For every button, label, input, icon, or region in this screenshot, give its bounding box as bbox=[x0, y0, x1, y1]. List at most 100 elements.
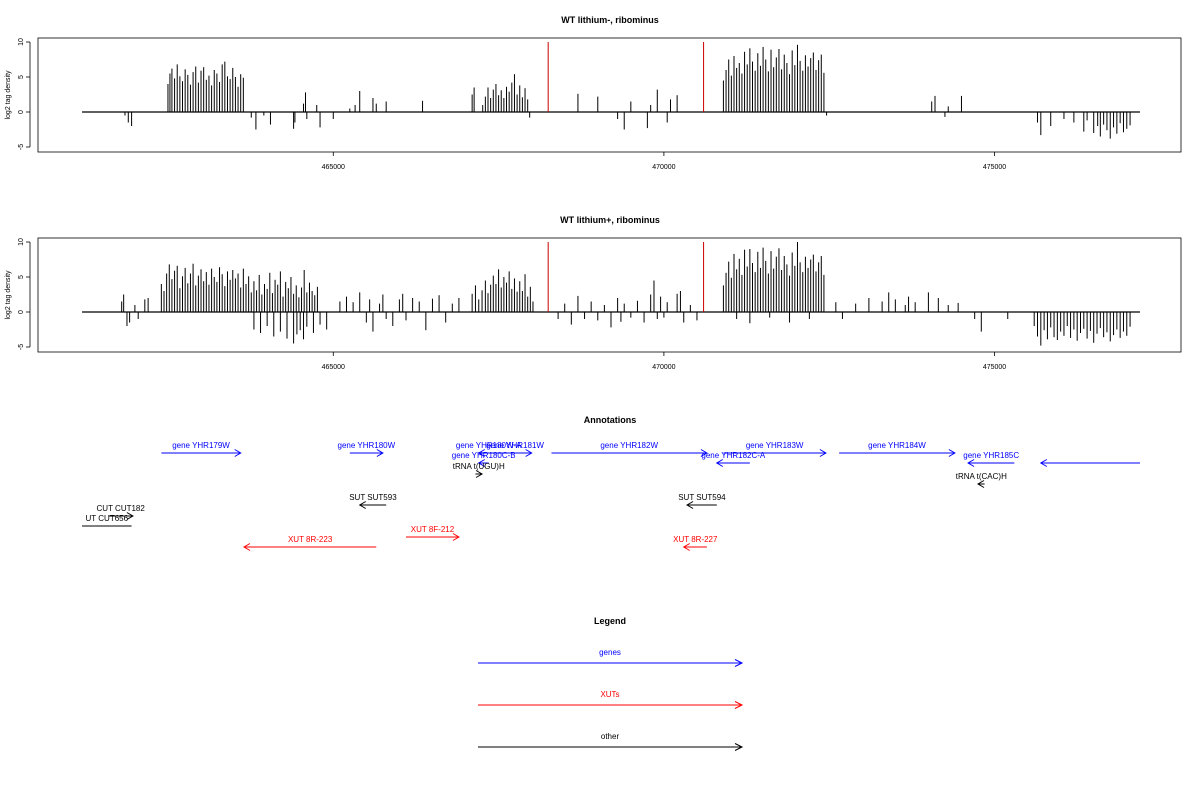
panel-title: WT lithium-, ribominus bbox=[561, 15, 659, 25]
feature-label: SUT SUT594 bbox=[678, 493, 726, 502]
feature-arrow-head bbox=[819, 449, 827, 457]
feature-label: XUT 8R-223 bbox=[288, 535, 333, 544]
annotation-features: gene YHR179W gene YHR180W gene YHR180W-Age… bbox=[82, 441, 1140, 551]
annotation-feature: SUT SUT594 bbox=[678, 493, 726, 509]
feature-label: XUT 8R-227 bbox=[673, 535, 718, 544]
annotation-feature: XUT 8R-227 bbox=[673, 535, 718, 551]
y-tick-label: 5 bbox=[18, 75, 25, 79]
legend-title: Legend bbox=[594, 616, 626, 626]
y-axis-ticks: -5 0 5 10 bbox=[18, 38, 31, 150]
y-tick-label: 10 bbox=[18, 38, 25, 46]
feature-label: tRNA t(UGU)H bbox=[453, 462, 505, 471]
annotation-feature bbox=[1039, 459, 1140, 467]
annotation-feature: SUT SUT593 bbox=[349, 493, 397, 509]
annotation-feature: gene YHR180C-B bbox=[452, 451, 516, 467]
annotations-panel: Annotations gene YHR179W gene YHR180W gene… bbox=[82, 415, 1140, 551]
feature-arrow-head bbox=[358, 501, 366, 509]
feature-label: gene YHR183W bbox=[746, 441, 804, 450]
legend-item: other bbox=[478, 732, 744, 751]
feature-arrow-head bbox=[376, 449, 384, 457]
legend-label: XUTs bbox=[600, 690, 619, 699]
annotation-feature: gene YHR183W bbox=[723, 441, 827, 457]
annotation-feature: gene YHR179W bbox=[161, 441, 242, 457]
annotation-feature: gene YHR185C bbox=[963, 451, 1019, 467]
annotation-feature: XUT 8F-212 bbox=[406, 525, 460, 541]
x-tick-label: 470000 bbox=[652, 164, 675, 171]
annotations-title: Annotations bbox=[584, 415, 637, 425]
legend-arrow-head bbox=[734, 659, 744, 667]
feature-arrow-head bbox=[477, 449, 486, 457]
y-axis-ticks: -5 0 5 10 bbox=[18, 238, 31, 350]
feature-arrow-head bbox=[126, 512, 134, 520]
legend-label: genes bbox=[599, 648, 621, 657]
feature-label: UT CUT656 bbox=[86, 514, 129, 523]
feature-label: XUT 8F-212 bbox=[411, 525, 455, 534]
feature-arrow-head bbox=[967, 459, 975, 467]
feature-label: gene YHR182C-A bbox=[701, 451, 766, 460]
x-axis-ticks: 465000 470000 475000 bbox=[322, 152, 1006, 171]
panel-title: WT lithium+, ribominus bbox=[560, 215, 660, 225]
feature-label: tRNA t(CAC)H bbox=[956, 472, 1007, 481]
feature-label: gene YHR185C bbox=[963, 451, 1019, 460]
feature-label: gene YHR184W bbox=[868, 441, 926, 450]
feature-arrow-head bbox=[700, 449, 708, 457]
x-axis-ticks: 465000 470000 475000 bbox=[322, 352, 1006, 371]
feature-label: SUT SUT593 bbox=[349, 493, 397, 502]
series-marks bbox=[82, 42, 1140, 139]
y-tick-label: 0 bbox=[18, 310, 25, 314]
y-tick-label: 0 bbox=[18, 110, 25, 114]
feature-arrow-head bbox=[477, 459, 486, 467]
y-axis-label: log2 tag density bbox=[5, 70, 12, 120]
legend-arrow-head bbox=[734, 701, 744, 709]
feature-label: gene YHR179W bbox=[172, 441, 230, 450]
legend-arrow-head bbox=[734, 743, 744, 751]
annotation-feature: gene YHR182W bbox=[551, 441, 708, 457]
feature-arrow-head bbox=[475, 470, 484, 478]
x-tick-label: 465000 bbox=[322, 164, 345, 171]
annotation-feature: tRNA t(UGU)H bbox=[453, 462, 505, 478]
y-tick-label: -5 bbox=[18, 144, 25, 150]
legend-label: other bbox=[601, 732, 620, 741]
feature-label: gene YHR181W bbox=[486, 441, 544, 450]
feature-arrow-head bbox=[452, 533, 460, 541]
feature-arrow-head bbox=[1039, 459, 1048, 467]
legend-panel: Legend genes XUTs other bbox=[478, 616, 744, 751]
feature-arrow-head bbox=[525, 449, 533, 457]
annotation-feature: gene YHR180W-A bbox=[456, 441, 522, 457]
x-tick-label: 475000 bbox=[983, 164, 1006, 171]
feature-label: gene YHR180W-A bbox=[456, 441, 522, 450]
track-panel-lithium-plus: WT lithium+, ribominus log2 tag density … bbox=[5, 215, 1182, 371]
annotation-feature: CUT CUT182 bbox=[97, 504, 146, 520]
plot-frame bbox=[37, 237, 1182, 353]
feature-label: gene YHR180W bbox=[338, 441, 396, 450]
series-marks bbox=[82, 242, 1140, 346]
feature-arrow-head bbox=[682, 543, 690, 551]
annotation-feature: XUT 8R-223 bbox=[243, 535, 377, 551]
feature-arrow-head bbox=[686, 501, 694, 509]
feature-arrow-head bbox=[234, 449, 242, 457]
feature-arrow-head bbox=[715, 459, 724, 467]
annotation-feature: gene YHR180W bbox=[338, 441, 396, 457]
y-tick-label: -5 bbox=[18, 344, 25, 350]
feature-arrow-head bbox=[977, 480, 985, 488]
x-tick-label: 465000 bbox=[322, 364, 345, 371]
x-tick-label: 475000 bbox=[983, 364, 1006, 371]
annotation-feature: tRNA t(CAC)H bbox=[956, 472, 1007, 488]
y-axis-label: log2 tag density bbox=[5, 270, 12, 320]
annotation-feature: gene YHR182C-A bbox=[701, 451, 766, 467]
plot-frame bbox=[37, 37, 1182, 153]
feature-arrow-head bbox=[243, 543, 251, 551]
annotation-feature: UT CUT656 bbox=[82, 514, 132, 527]
legend-items: genes XUTs other bbox=[478, 648, 744, 751]
feature-label: gene YHR182W bbox=[600, 441, 658, 450]
y-tick-label: 5 bbox=[18, 275, 25, 279]
legend-item: XUTs bbox=[478, 690, 744, 709]
feature-label: CUT CUT182 bbox=[97, 504, 146, 513]
feature-label: gene YHR180C-B bbox=[452, 451, 516, 460]
annotation-feature: gene YHR184W bbox=[839, 441, 956, 457]
x-tick-label: 470000 bbox=[652, 364, 675, 371]
legend-item: genes bbox=[478, 648, 744, 667]
feature-arrow-head bbox=[948, 449, 956, 457]
annotation-feature: gene YHR181W bbox=[486, 441, 544, 457]
